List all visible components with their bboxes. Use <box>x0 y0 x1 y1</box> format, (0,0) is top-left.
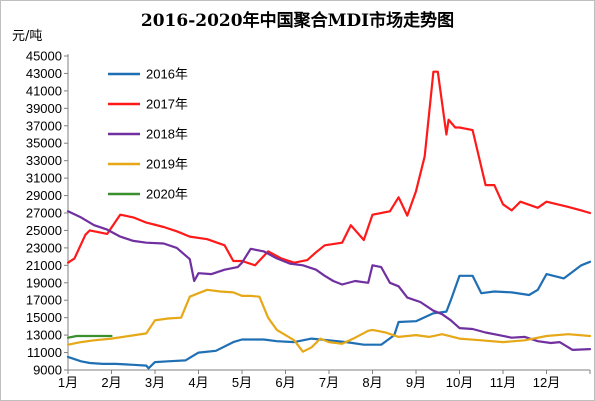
y-tick-label: 37000 <box>26 118 62 133</box>
x-tick-label: 3月 <box>145 375 165 390</box>
y-tick-label: 41000 <box>26 83 62 98</box>
y-tick-label: 13000 <box>26 328 62 343</box>
legend-label: 2019年 <box>146 157 188 172</box>
legend: 2016年 2017年 2018年 2019年 2020年 <box>108 67 188 202</box>
y-tick-label: 39000 <box>26 101 62 116</box>
x-tick-label: 12月 <box>533 375 560 390</box>
legend-label: 2018年 <box>146 127 188 142</box>
x-tick-label: 5月 <box>232 375 252 390</box>
y-tick-label: 17000 <box>26 293 62 308</box>
y-tick-label: 33000 <box>26 153 62 168</box>
y-tick-label: 43000 <box>26 66 62 81</box>
legend-label: 2017年 <box>146 97 188 112</box>
x-tick-label: 9月 <box>406 375 426 390</box>
x-tick-label: 11月 <box>490 375 517 390</box>
x-tick-label: 2月 <box>101 375 121 390</box>
y-tick-label: 31000 <box>26 171 62 186</box>
series-line-1 <box>66 260 592 370</box>
y-tick-label: 29000 <box>26 188 62 203</box>
y-axis-unit-label: 元/吨 <box>12 29 43 44</box>
y-tick-label: 21000 <box>26 258 62 273</box>
series-lines <box>66 70 592 370</box>
y-tick-label: 35000 <box>26 136 62 151</box>
x-tick-label: 7月 <box>319 375 339 390</box>
axes: 9000 11000 13000 15000 17000 19000 21000 23000 2… <box>26 49 591 390</box>
series-line-2 <box>66 70 592 267</box>
x-tick-label: 8月 <box>362 375 382 390</box>
legend-label: 2016年 <box>146 67 188 82</box>
x-tick-label: 1月 <box>58 375 78 390</box>
series-line-3 <box>66 210 592 351</box>
series-line-4 <box>66 288 592 353</box>
y-tick-label: 15000 <box>26 310 62 325</box>
y-tick-label: 9000 <box>33 363 62 378</box>
y-tick-label: 19000 <box>26 275 62 290</box>
chart-title: 2016-2020年中国聚合MDI市场走势图 <box>140 11 455 31</box>
y-tick-label: 11000 <box>27 345 62 360</box>
y-tick-label: 23000 <box>26 240 62 255</box>
legend-label: 2020年 <box>146 187 188 202</box>
series-line-5 <box>66 334 113 339</box>
y-tick-label: 45000 <box>26 49 62 64</box>
x-tick-label: 10月 <box>446 375 473 390</box>
x-tick-label: 6月 <box>275 375 295 390</box>
y-tick-label: 27000 <box>26 206 62 221</box>
x-tick-label: 4月 <box>188 375 208 390</box>
y-tick-label: 25000 <box>26 223 62 238</box>
